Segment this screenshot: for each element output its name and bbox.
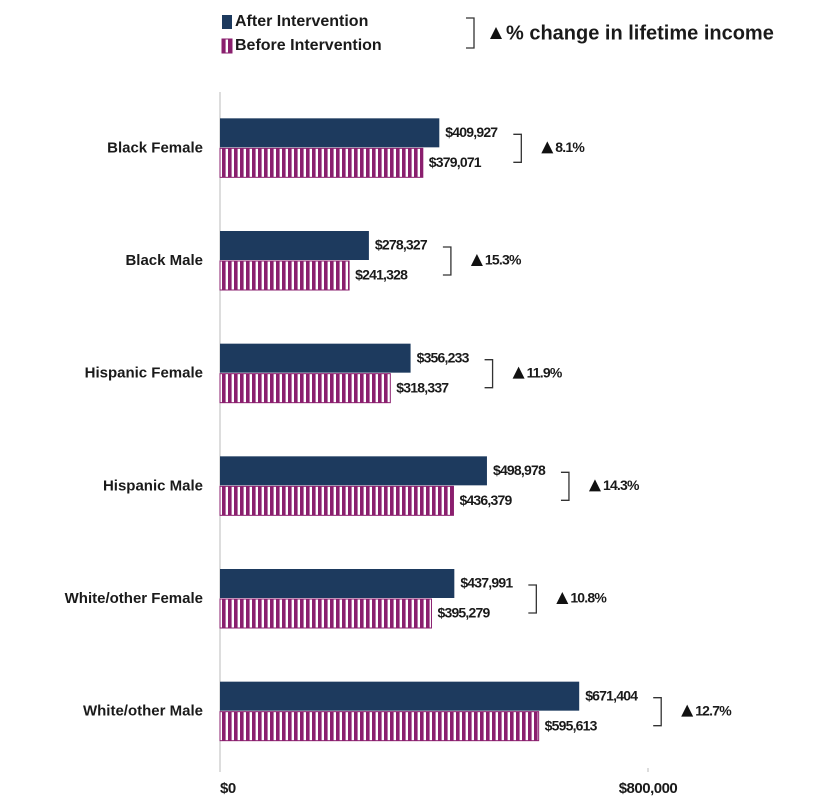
change-label: 8.1% xyxy=(555,139,585,155)
bar xyxy=(219,373,391,404)
value-label: $498,978 xyxy=(493,462,546,478)
value-label: $395,279 xyxy=(437,605,490,621)
triangle-icon xyxy=(681,704,694,717)
legend-change-label: % change in lifetime income xyxy=(506,22,774,44)
change-bracket xyxy=(560,471,570,501)
category-label: Hispanic Male xyxy=(103,477,203,494)
bar xyxy=(219,147,424,178)
value-label: $241,328 xyxy=(355,267,408,283)
legend-label: After Intervention xyxy=(235,13,368,30)
legend-swatch xyxy=(222,15,232,29)
bar xyxy=(220,456,487,486)
triangle-icon xyxy=(470,254,483,266)
legend-bracket xyxy=(466,17,475,49)
value-label: $356,233 xyxy=(417,349,470,365)
triangle-icon xyxy=(512,366,525,379)
bar xyxy=(220,231,369,260)
change-bracket xyxy=(513,133,522,163)
category-label: White/other Female xyxy=(65,590,203,607)
bar xyxy=(219,598,432,629)
change-label: 14.3% xyxy=(603,477,640,493)
change-bracket xyxy=(528,584,537,614)
value-label: $409,927 xyxy=(445,124,498,140)
value-label: $379,071 xyxy=(429,154,482,170)
change-label: 11.9% xyxy=(527,364,563,380)
value-label: $671,404 xyxy=(585,687,638,703)
legend-swatch xyxy=(221,38,233,54)
category-label: White/other Male xyxy=(83,703,203,720)
bar xyxy=(219,260,350,291)
x-tick-label: $800,000 xyxy=(619,780,678,797)
triangle-icon xyxy=(588,479,601,492)
category-label: Black Male xyxy=(125,252,203,269)
bar xyxy=(220,343,411,373)
triangle-icon xyxy=(541,141,554,154)
triangle-icon xyxy=(490,27,502,39)
change-bracket xyxy=(653,697,662,727)
bar xyxy=(219,711,540,742)
change-label: 12.7% xyxy=(695,702,732,718)
category-label: Black Female xyxy=(107,139,203,156)
value-label: $318,337 xyxy=(396,379,449,395)
triangle-icon xyxy=(556,592,569,604)
change-bracket xyxy=(484,359,494,389)
bar xyxy=(220,569,455,598)
bar xyxy=(220,118,440,148)
x-tick-label: $0 xyxy=(220,780,236,797)
legend-label: Before Intervention xyxy=(235,37,382,54)
value-label: $437,991 xyxy=(460,575,513,591)
bar xyxy=(219,485,454,516)
change-label: 15.3% xyxy=(485,252,522,268)
category-label: Hispanic Female xyxy=(85,365,203,382)
change-label: 10.8% xyxy=(570,590,607,606)
bar xyxy=(220,681,580,711)
value-label: $278,327 xyxy=(375,237,428,253)
value-label: $595,613 xyxy=(545,717,598,733)
value-label: $436,379 xyxy=(459,492,512,508)
change-bracket xyxy=(442,246,452,276)
